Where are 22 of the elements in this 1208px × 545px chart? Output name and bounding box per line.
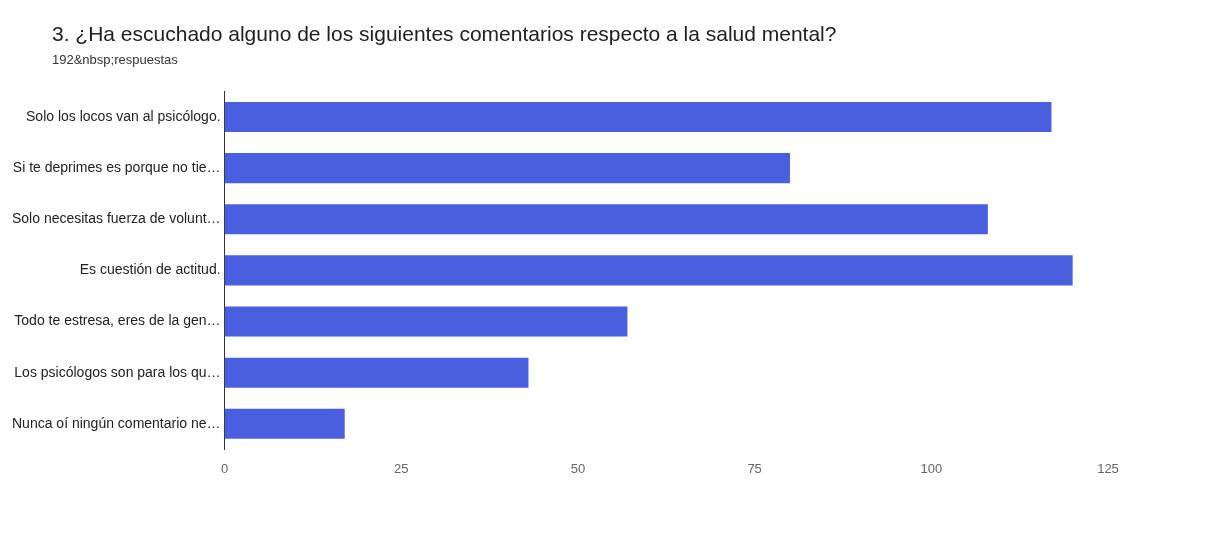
x-tick-label: 0 <box>220 460 229 476</box>
bar <box>224 153 790 184</box>
bar <box>224 306 628 337</box>
text: 192&nbsp;respuestas <box>51 51 179 67</box>
x-tick-label: 100 <box>920 460 943 476</box>
y-tick-label: Nunca oí ningún comentario ne… <box>11 414 221 431</box>
bar <box>224 204 988 235</box>
y-tick-label: Los psicólogos son para los qu… <box>14 363 221 380</box>
y-tick-label: Todo te estresa, eres de la gen… <box>14 312 221 329</box>
bar <box>224 357 529 388</box>
y-tick-label: Solo los locos van al psicólogo. <box>26 107 221 124</box>
bar <box>224 408 345 439</box>
chart-title: 3. ¿Ha escuchado alguno de los siguientes comentarios respecto a la salud mental? <box>51 21 838 46</box>
x-tick-label: 25 <box>394 460 409 476</box>
x-tick-label: 75 <box>747 460 762 476</box>
y-tick-label: Solo necesitas fuerza de volunt… <box>11 210 221 227</box>
y-tick-label: Si te deprimes es porque no tie… <box>12 158 221 175</box>
y-tick-label: Es cuestión de actitud. <box>79 261 221 278</box>
bar <box>224 255 1073 286</box>
x-tick-label: 125 <box>1097 460 1119 476</box>
bar <box>224 101 1052 133</box>
x-tick-label: 50 <box>570 460 586 476</box>
